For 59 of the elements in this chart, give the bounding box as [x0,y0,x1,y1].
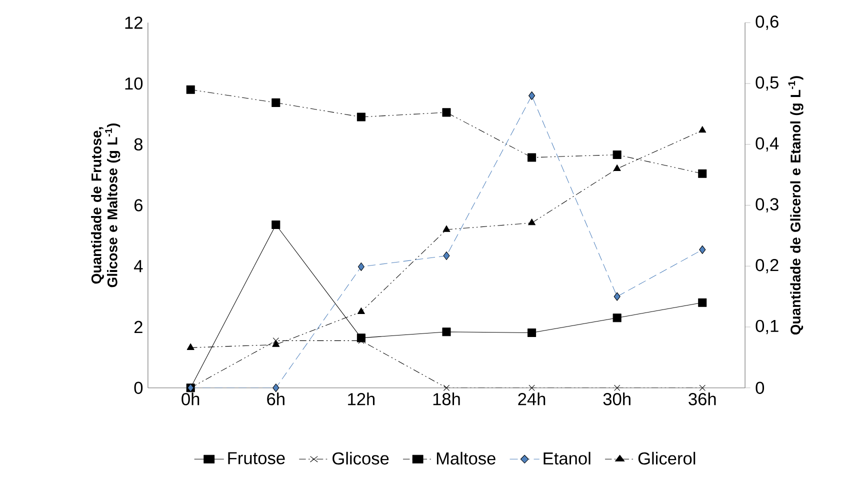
y-tick-label: 2 [134,320,142,333]
x-tick-label: 12h [348,392,375,405]
point [272,98,280,107]
point [186,85,195,94]
point [356,112,366,122]
y-tick-label: 10 [125,77,143,90]
point [186,343,194,350]
legend-label: Glicerol [638,452,696,464]
point [698,169,707,178]
point [358,262,364,271]
y2-axis-title: Quantidade de Glicerol e Etanol (g L$^{-1}$) [788,76,804,334]
point [698,126,706,132]
point [272,340,280,347]
point [698,298,707,307]
legend-label: Frutose [228,452,285,464]
y-tick-label: 0 [134,381,143,394]
legend-label: Etanol [544,452,590,464]
point [528,328,536,337]
point [272,220,280,229]
point [528,384,535,391]
y2-tick-label: 0 [756,381,764,394]
x-tick-label: 6h [267,392,284,406]
point [442,225,450,232]
y-axis-title: Quantidade de Frutose, Glicose e Maltose (g L$^{-1}$) [91,123,120,287]
point [614,384,620,391]
point [613,164,621,171]
legend-label: Maltose [436,452,496,464]
point [614,292,620,301]
point [272,337,279,344]
y-tick-label: 8 [134,138,142,150]
y2-tick-label: 0,6 [756,15,778,30]
x-tick-label: 18h [433,392,460,406]
point [612,313,622,322]
x-tick-label: 24h [518,392,546,405]
point [272,383,280,392]
point [528,152,536,162]
y2-tick-label: 0,3 [756,198,778,212]
point [356,333,366,342]
point [357,307,365,314]
y-tick-label: 12 [125,16,142,28]
legend-label: Glicose [332,452,389,464]
point [443,251,450,260]
y2-tick-label: 0,5 [756,76,778,90]
y-tick-label: 6 [134,198,142,212]
y2-tick-label: 0,1 [756,320,778,334]
y2-tick-label: 0,4 [756,136,779,152]
x-tick-label: 0h [182,392,200,406]
y2-tick-label: 0,2 [756,258,778,274]
x-tick-label: 36h [688,392,716,406]
point [612,150,622,159]
y-tick-label: 4 [134,260,143,272]
point [442,327,451,336]
point [699,384,706,391]
point [528,218,536,225]
x-tick-label: 30h [603,392,630,406]
point [442,108,451,116]
point [528,91,536,100]
point [699,245,706,254]
point [443,384,450,391]
